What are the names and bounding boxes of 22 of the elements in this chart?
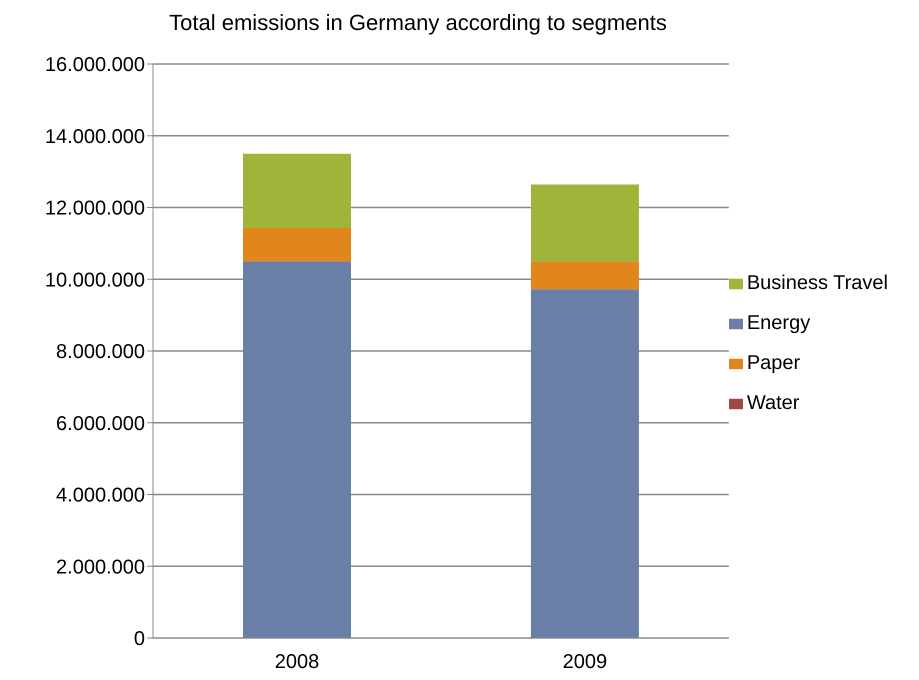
bar xyxy=(243,228,351,262)
y-tick-label: 8.000.000 xyxy=(56,341,145,364)
legend-label: Water xyxy=(746,392,800,414)
y-tick-label: 2.000.000 xyxy=(56,556,145,578)
y-tick-label: 0 xyxy=(134,628,145,650)
y-tick-label: 10.000.000 xyxy=(44,269,145,292)
y-tick-label: 6.000.000 xyxy=(56,412,145,435)
bar xyxy=(530,262,639,290)
x-tick-label: 2008 xyxy=(274,651,320,674)
chart-title: Total emissions in Germany according to segments xyxy=(168,10,668,36)
y-tick-label: 14.000.000 xyxy=(44,126,145,148)
bar xyxy=(530,289,639,638)
y-tick-label: 4.000.000 xyxy=(56,484,145,507)
legend-label: Energy xyxy=(746,312,810,334)
bar xyxy=(530,184,639,262)
bar xyxy=(243,154,351,228)
legend-label: Business Travel xyxy=(746,272,888,294)
x-tick-label: 2009 xyxy=(562,651,608,674)
bar xyxy=(243,261,351,638)
legend-label: Paper xyxy=(746,352,800,374)
y-tick-label: 12.000.000 xyxy=(44,198,145,220)
y-tick-label: 16.000.000 xyxy=(44,54,145,76)
